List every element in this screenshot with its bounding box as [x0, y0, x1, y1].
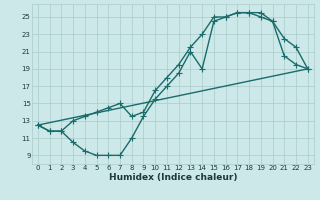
X-axis label: Humidex (Indice chaleur): Humidex (Indice chaleur) [108, 173, 237, 182]
